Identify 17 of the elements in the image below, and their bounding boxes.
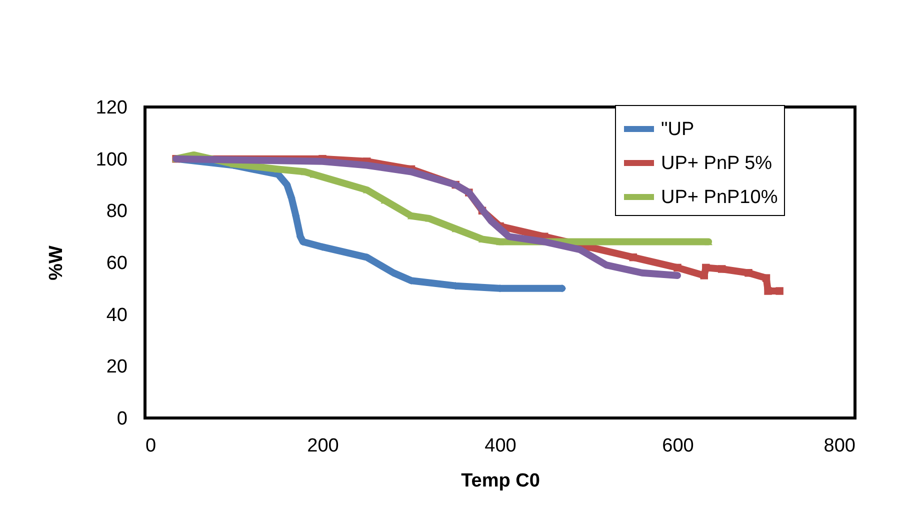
y-tick-label: 100 [96, 149, 128, 170]
x-tick-label: 800 [824, 436, 856, 456]
y-tick-label: 80 [106, 201, 128, 222]
x-tick-label: 200 [307, 436, 339, 456]
x-tick-label: 0 [146, 436, 156, 456]
y-tick-label: 40 [106, 304, 128, 326]
legend-label: "UP [661, 119, 694, 140]
y-tick-label: 60 [106, 253, 128, 274]
y-tick-label: 120 [96, 98, 128, 118]
y-axis-title: %W [46, 246, 67, 280]
legend-label: UP+ PnP 5% [661, 153, 772, 174]
y-tick-label: 20 [106, 356, 128, 378]
x-tick-label: 600 [662, 436, 694, 456]
x-axis-title: Temp C0 [461, 470, 540, 492]
x-tick-label: 400 [484, 436, 516, 456]
y-tick-label: 0 [116, 408, 128, 430]
legend-label: UP+ PnP10% [661, 187, 778, 208]
